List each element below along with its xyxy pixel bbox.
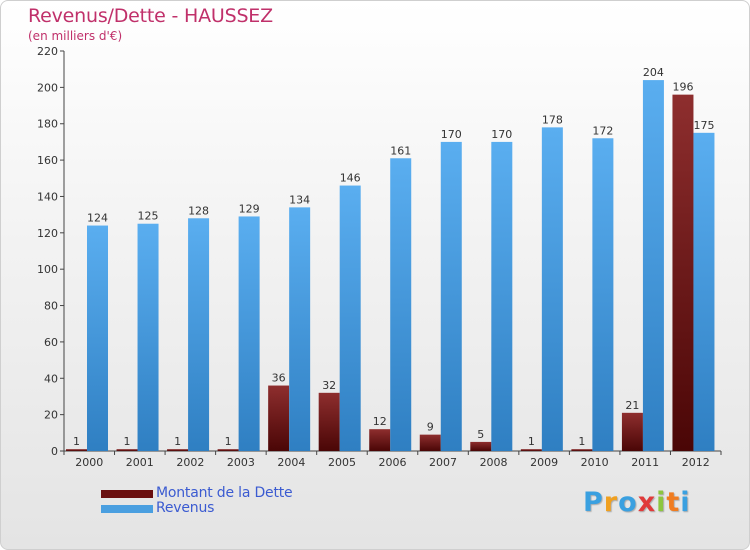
data-label: 1 (73, 435, 80, 448)
bar-revenus (339, 185, 361, 451)
data-label: 1 (528, 435, 535, 448)
bar-dette (217, 449, 239, 451)
logo-letter: x (637, 487, 657, 518)
bar-dette (167, 449, 189, 451)
legend-label-debt: Montant de la Dette (156, 485, 293, 501)
data-label: 146 (340, 172, 361, 185)
y-tick-label: 120 (37, 227, 58, 240)
y-tick-label: 40 (44, 372, 58, 385)
chart-subtitle: (en milliers d'€) (28, 29, 123, 43)
data-label: 21 (625, 399, 639, 412)
logo-letter: r (603, 487, 619, 518)
bar-revenus (440, 141, 462, 451)
data-label: 196 (672, 81, 693, 94)
legend-swatch-revenus (101, 505, 153, 513)
data-label: 170 (491, 128, 512, 141)
bar-revenus (289, 207, 311, 451)
bar-dette (369, 429, 391, 451)
bar-dette (318, 392, 340, 451)
bar-revenus (87, 225, 108, 451)
x-tick-label: 2002 (176, 456, 204, 469)
y-tick-label: 100 (37, 263, 58, 276)
x-tick-label: 2008 (480, 456, 508, 469)
bar-dette (419, 434, 441, 451)
data-label: 5 (477, 428, 484, 441)
y-tick-label: 160 (37, 154, 58, 167)
bar-revenus (390, 158, 412, 452)
data-label: 204 (643, 66, 664, 79)
logo-letter: P (583, 487, 604, 518)
x-tick-label: 2003 (227, 456, 255, 469)
data-label: 178 (542, 113, 563, 126)
data-label: 1 (174, 435, 181, 448)
data-label: 125 (138, 210, 159, 223)
y-tick-label: 60 (44, 336, 58, 349)
bar-dette (672, 94, 694, 452)
data-label: 134 (289, 193, 310, 206)
bar-revenus (188, 218, 210, 451)
bar-dette (268, 385, 290, 451)
bar-revenus (491, 141, 513, 451)
bar-revenus (238, 216, 260, 451)
bar-revenus (642, 80, 664, 451)
data-label: 1 (578, 435, 585, 448)
bar-revenus (137, 223, 159, 451)
data-label: 129 (239, 202, 260, 215)
data-label: 124 (87, 212, 108, 225)
data-label: 128 (188, 204, 209, 217)
data-label: 1 (124, 435, 131, 448)
legend-label-revenus: Revenus (156, 500, 215, 516)
bar-revenus (541, 127, 563, 451)
x-tick-label: 2009 (530, 456, 558, 469)
y-tick-label: 140 (37, 190, 58, 203)
bar-dette (621, 412, 643, 451)
x-tick-label: 2007 (429, 456, 457, 469)
x-tick-label: 2006 (379, 456, 407, 469)
bar-revenus (592, 138, 614, 452)
bar-dette (571, 449, 593, 451)
x-tick-label: 2012 (682, 456, 710, 469)
y-tick-label: 0 (51, 445, 58, 458)
legend-swatch-debt (101, 490, 153, 498)
y-tick-label: 200 (37, 81, 58, 94)
y-tick-label: 80 (44, 300, 58, 313)
logo-letter: o (618, 487, 638, 518)
bar-dette (116, 449, 138, 451)
x-tick-label: 2000 (75, 456, 103, 469)
data-label: 175 (693, 119, 714, 132)
proxiti-logo: Proxiti (583, 487, 691, 518)
chart-title: Revenus/Dette - HAUSSEZ (28, 5, 273, 27)
logo-letter: t (666, 487, 681, 518)
x-tick-label: 2011 (631, 456, 659, 469)
bar-revenus (693, 132, 715, 451)
bar-dette (66, 449, 87, 451)
logo-letter: i (656, 487, 667, 518)
data-label: 32 (322, 379, 336, 392)
x-tick-label: 2005 (328, 456, 356, 469)
data-label: 170 (441, 128, 462, 141)
y-tick-label: 180 (37, 118, 58, 131)
data-label: 172 (592, 124, 613, 137)
x-tick-label: 2001 (126, 456, 154, 469)
x-tick-label: 2004 (277, 456, 305, 469)
logo-letter: i (680, 487, 691, 518)
x-tick-label: 2010 (581, 456, 609, 469)
data-label: 161 (390, 144, 411, 157)
y-tick-label: 220 (37, 45, 58, 58)
bar-dette (470, 441, 492, 451)
bar-dette (520, 449, 542, 451)
data-label: 36 (272, 372, 286, 385)
data-label: 9 (427, 421, 434, 434)
data-label: 1 (225, 435, 232, 448)
y-tick-label: 20 (44, 409, 58, 422)
data-label: 12 (373, 415, 387, 428)
